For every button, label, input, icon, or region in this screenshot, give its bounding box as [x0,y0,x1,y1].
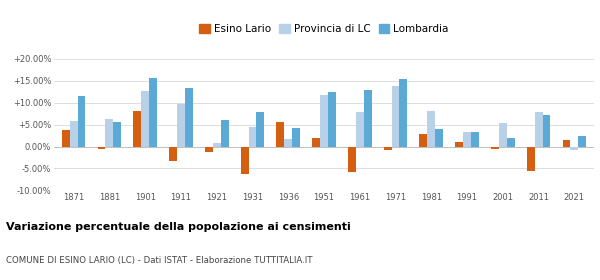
Bar [427,111,435,146]
Bar [356,112,364,146]
Bar [463,132,471,146]
Bar [507,138,515,146]
Bar [320,95,328,146]
Bar [205,146,213,152]
Bar [527,146,535,171]
Bar [419,134,427,146]
Bar [328,92,336,146]
Bar [141,91,149,146]
Bar [535,112,542,146]
Bar [113,122,121,146]
Bar [435,129,443,146]
Bar [471,132,479,146]
Bar [177,104,185,146]
Bar [77,96,85,146]
Text: COMUNE DI ESINO LARIO (LC) - Dati ISTAT - Elaborazione TUTTITALIA.IT: COMUNE DI ESINO LARIO (LC) - Dati ISTAT … [6,256,313,265]
Bar [185,88,193,146]
Bar [221,120,229,146]
Bar [392,87,400,146]
Bar [542,115,550,146]
Bar [106,119,113,146]
Bar [284,139,292,146]
Bar [455,142,463,146]
Bar [499,123,507,146]
Bar [277,122,284,146]
Bar [384,146,392,150]
Bar [149,78,157,146]
Bar [364,90,371,146]
Bar [169,146,177,160]
Bar [70,121,77,146]
Bar [62,130,70,146]
Bar [491,146,499,149]
Bar [571,146,578,150]
Bar [348,146,356,172]
Bar [563,140,571,146]
Bar [292,128,300,146]
Bar [312,138,320,146]
Bar [256,112,264,146]
Bar [400,80,407,146]
Bar [241,146,248,174]
Bar [98,146,106,149]
Bar [213,143,221,146]
Bar [578,136,586,146]
Bar [133,111,141,146]
Text: Variazione percentuale della popolazione ai censimenti: Variazione percentuale della popolazione… [6,221,351,232]
Legend: Esino Lario, Provincia di LC, Lombardia: Esino Lario, Provincia di LC, Lombardia [197,22,451,36]
Bar [248,127,256,146]
